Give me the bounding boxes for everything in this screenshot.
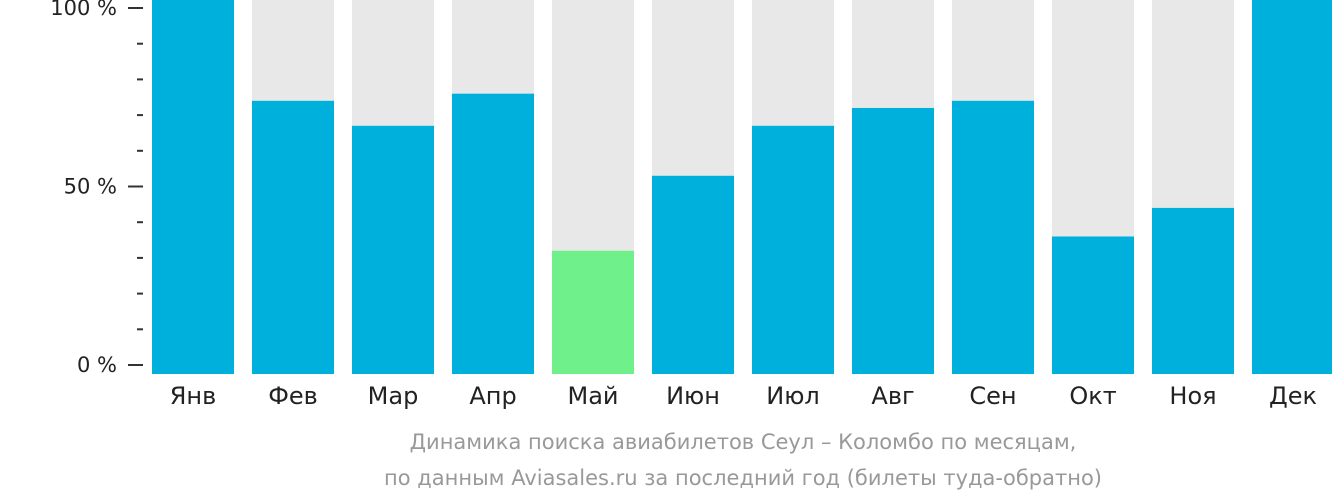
bar[interactable] <box>952 100 1034 374</box>
x-tick-label: Май <box>567 382 618 410</box>
x-tick-label: Июл <box>766 382 820 410</box>
y-axis: 0 % 50 % 100 % <box>50 0 143 377</box>
x-tick-label: Июн <box>666 382 720 410</box>
x-tick-label: Авг <box>871 382 914 410</box>
bar[interactable] <box>452 93 534 375</box>
y-tick-label: 50 % <box>64 175 117 199</box>
y-tick-label: 100 % <box>50 0 117 20</box>
bar[interactable] <box>152 0 234 374</box>
x-tick-label: Дек <box>1269 382 1317 410</box>
x-axis-labels: Янв Фев Мар Апр Май Июн Июл Авг Сен Окт Ноя Дек <box>170 382 1317 410</box>
bars <box>152 0 1332 375</box>
y-tick-label: 0 % <box>77 353 117 377</box>
bar[interactable] <box>1152 207 1234 374</box>
x-tick-label: Янв <box>170 382 217 410</box>
x-tick-label: Мар <box>368 382 419 410</box>
x-tick-label: Ноя <box>1169 382 1216 410</box>
x-tick-label: Фев <box>268 382 318 410</box>
x-tick-label: Апр <box>469 382 516 410</box>
x-tick-label: Окт <box>1069 382 1116 410</box>
chart-caption-line-2: по данным Aviasales.ru за последний год … <box>384 466 1102 490</box>
bar[interactable] <box>552 250 634 374</box>
bar[interactable] <box>752 125 834 374</box>
chart-caption-line-1: Динамика поиска авиабилетов Сеул – Колом… <box>409 430 1077 454</box>
bar[interactable] <box>852 107 934 375</box>
bar[interactable] <box>1052 236 1134 374</box>
x-tick-label: Сен <box>969 382 1016 410</box>
bar[interactable] <box>252 100 334 374</box>
bar[interactable] <box>652 175 734 374</box>
bar[interactable] <box>352 125 434 374</box>
bar-chart: 0 % 50 % 100 % Янв Фев Мар Апр Май Июн Июл Авг Сен… <box>50 0 1332 410</box>
bar[interactable] <box>1252 0 1332 374</box>
